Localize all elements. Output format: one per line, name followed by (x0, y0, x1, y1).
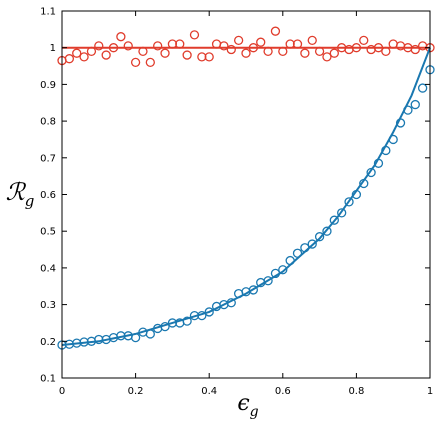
series-0 (57, 26, 435, 68)
series-1-point (329, 215, 339, 225)
series-1-point (278, 265, 288, 275)
series-0-point (175, 39, 185, 49)
y-axis-label: ℛg (6, 178, 35, 210)
x-axis-label-main: ϵ (237, 391, 249, 416)
series-0-point (248, 43, 259, 53)
series-1-point (344, 197, 354, 207)
plot-frame (61, 10, 431, 379)
y-tick-label: 0.8 (40, 117, 56, 128)
x-tick-label: 1 (427, 386, 433, 397)
series-1-point (300, 243, 310, 253)
x-tick-label: 0.4 (201, 386, 217, 397)
series-0-point (204, 52, 214, 62)
y-tick-label: 1 (50, 43, 56, 54)
series-1-point (145, 329, 155, 339)
x-axis-label: ϵg (237, 391, 258, 420)
y-axis-label-subscript: g (25, 192, 35, 210)
y-tick-label: 0.6 (40, 190, 56, 201)
series-1-point (182, 316, 192, 326)
series-0-point (307, 35, 317, 46)
y-tick-label: 0.1 (40, 374, 56, 385)
x-axis-label-subscript: g (250, 404, 259, 420)
series-0-point (292, 39, 303, 49)
series-0-point (79, 52, 89, 62)
series-1-point (388, 134, 398, 145)
series-1-point (292, 248, 303, 258)
series-0-point (410, 44, 420, 55)
y-tick-label: 0.9 (40, 80, 56, 91)
series-0-point (219, 41, 229, 51)
series-0-point (108, 43, 119, 53)
series-0-point (373, 43, 384, 53)
series-0-point (160, 48, 170, 58)
ticks: 0 0.2 0.4 0.6 0.8 1 0.1 0.2 0.3 0.4 0.5 0.6 0.7 0.8 0.… (40, 7, 433, 398)
series-1-point (307, 239, 317, 249)
series-1-point (130, 332, 141, 343)
series-0-point (138, 46, 148, 57)
series-0-point (263, 46, 273, 57)
series-0-point (123, 41, 133, 51)
series-0-point (130, 57, 141, 68)
series-1-point (381, 145, 391, 156)
series-1-point (226, 298, 236, 308)
series-0-point (101, 50, 111, 60)
series-1-point (270, 268, 281, 279)
x-tick-label: 0.6 (275, 386, 291, 397)
x-tick-label: 0 (59, 386, 65, 397)
series-1-fit-line (61, 47, 431, 346)
x-tick-label: 0.2 (128, 386, 144, 397)
series-0-point (329, 48, 339, 58)
series-0-point (233, 35, 244, 46)
series-0-point (314, 46, 325, 57)
series-0-point (359, 35, 369, 46)
series-1-point (314, 232, 325, 242)
series-1-point (395, 118, 406, 128)
series-0-point (116, 32, 126, 42)
y-tick-label: 1.1 (40, 7, 56, 18)
series-1-point (337, 208, 347, 218)
series-1-point (160, 321, 170, 332)
series-0-point (226, 44, 236, 55)
series-0-point (153, 41, 163, 51)
series-1-point (359, 178, 369, 189)
y-axis-label-main: ℛ (6, 178, 27, 206)
series-0-point (86, 46, 97, 57)
series-1-point (373, 158, 384, 168)
y-tick-label: 0.2 (40, 337, 56, 348)
series-0-point (182, 50, 192, 60)
series-1-point (366, 167, 376, 178)
series-0-point (322, 52, 332, 62)
series-0-point (270, 26, 281, 36)
series-0-point (381, 46, 391, 57)
series-0-point (278, 46, 288, 57)
y-tick-label: 0.7 (40, 153, 56, 164)
series-0-point (241, 48, 251, 58)
series-1-point (263, 276, 273, 286)
series-0-point (351, 43, 362, 53)
series-1-point (248, 285, 259, 295)
series-1-point (204, 307, 214, 317)
series-1-point (322, 226, 332, 236)
series-0-point (189, 30, 200, 40)
plot-content (57, 26, 435, 350)
series-0-point (64, 54, 75, 64)
y-tick-label: 0.5 (40, 227, 56, 238)
x-tick-label: 0.8 (348, 386, 364, 397)
series-0-point (300, 48, 310, 58)
series-0-point (145, 57, 155, 68)
series-1 (57, 47, 435, 350)
y-tick-label: 0.4 (40, 263, 56, 274)
series-1-point (410, 99, 420, 110)
series-0-point (72, 48, 82, 58)
series-1-point (403, 105, 413, 115)
series-0-point (94, 41, 104, 51)
series-1-point (417, 83, 428, 93)
y-tick-label: 0.3 (40, 300, 56, 311)
series-1-point (197, 310, 207, 321)
series-1-point (351, 189, 362, 200)
series-1-point (285, 255, 295, 266)
series-0-point (256, 37, 266, 47)
